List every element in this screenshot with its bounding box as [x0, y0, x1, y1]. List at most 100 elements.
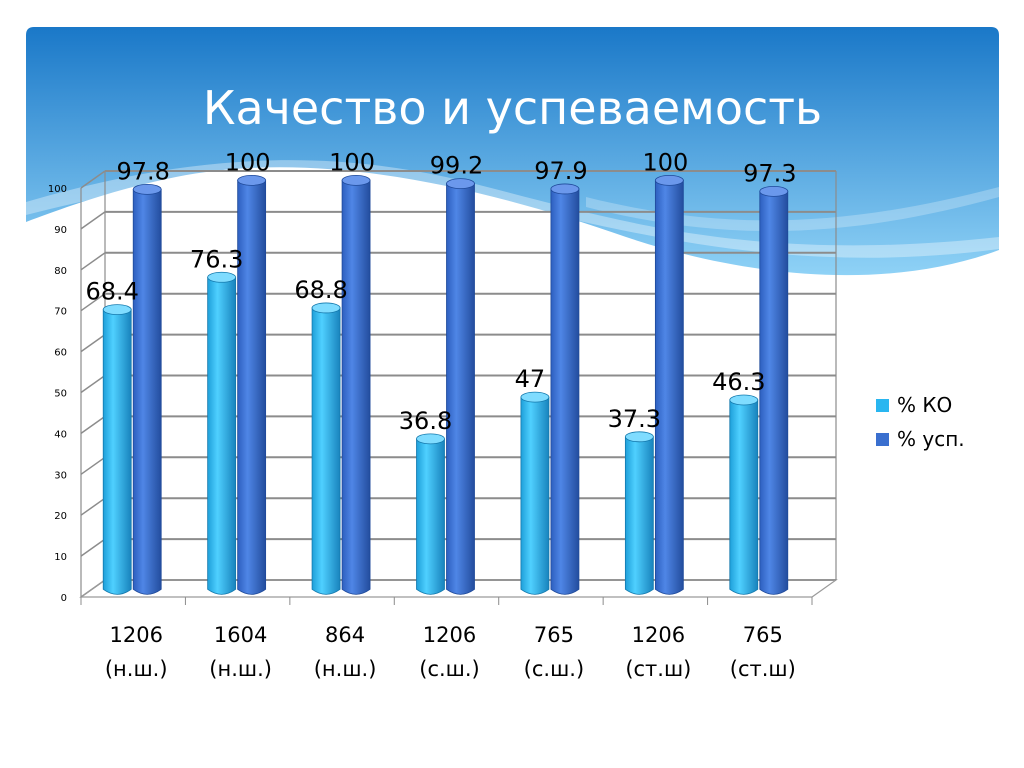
data-label: 97.8 [116, 157, 169, 185]
bar-usp-top [132, 183, 162, 195]
legend-swatch-usp [876, 432, 889, 446]
bar-usp [654, 174, 684, 595]
bar-ko-top [416, 433, 445, 445]
data-label: 97.9 [534, 157, 587, 185]
gridline-side [80, 374, 106, 394]
bar-usp-top [550, 183, 580, 195]
bar-ko-top [102, 304, 132, 315]
gridline-side [80, 293, 106, 312]
gridline-side [80, 415, 106, 435]
x-tick-label: 765 [743, 623, 783, 647]
x-tick-label: (ст.ш) [625, 657, 691, 681]
bar-usp-body [654, 179, 684, 595]
gridline-side [80, 456, 106, 475]
y-tick-label: 100 [48, 184, 67, 195]
data-label: 97.3 [743, 159, 796, 187]
legend-item-usp: % усп. [876, 422, 965, 456]
data-label: 100 [329, 148, 375, 176]
bar-ko [624, 431, 654, 595]
legend-swatch-ko [876, 398, 889, 412]
bar-usp [550, 183, 580, 595]
bar-ko-top [624, 431, 654, 443]
bar-ko-top [311, 302, 341, 314]
x-tick-label: 1604 [214, 623, 267, 647]
y-tick-label: 30 [54, 470, 67, 481]
data-label: 47 [515, 365, 546, 393]
bar-ko-body [729, 399, 759, 595]
bar-usp [237, 174, 267, 595]
bar-ko-top [729, 394, 759, 406]
bar-ko-body [102, 309, 132, 595]
bar-usp [446, 178, 475, 595]
bar-ko [416, 433, 445, 595]
bar-ko-top [207, 271, 237, 283]
data-label: 76.3 [190, 245, 243, 273]
data-label: 100 [642, 148, 688, 176]
x-tick-label: (с.ш.) [524, 657, 585, 681]
data-label: 68.4 [85, 278, 138, 306]
bar-usp [341, 174, 371, 595]
y-tick-label: 80 [54, 266, 67, 277]
x-tick-label: 1206 [423, 623, 476, 647]
x-tick-label: 1206 [109, 623, 162, 647]
gridline-side [80, 211, 106, 230]
y-tick-label: 0 [61, 593, 67, 604]
data-labels: 68.4 97.8 76.3 100 68.8 100 36.8 99.2 47 97.9 37.3… [85, 148, 796, 434]
x-tick-label: (н.ш.) [314, 657, 377, 681]
gridline-side [80, 497, 106, 516]
data-label: 36.8 [399, 407, 452, 435]
bar-ko-body [416, 438, 445, 595]
title-banner [26, 27, 999, 276]
y-tick-label: 70 [54, 307, 67, 318]
x-tick-label: 765 [534, 623, 574, 647]
y-tick-label: 10 [54, 552, 67, 563]
bar-ko [311, 302, 341, 595]
legend-label-ko: % КО [897, 393, 953, 417]
bar-ko-body [311, 307, 341, 595]
data-label: 46.3 [712, 368, 765, 396]
bar-usp [759, 185, 789, 595]
y-tick-label: 50 [54, 389, 67, 400]
gridline-side [80, 170, 106, 189]
legend: % КО % усп. [876, 388, 965, 456]
x-tick-label: (с.ш.) [419, 657, 480, 681]
bar-ko [520, 391, 550, 595]
bar-usp-body [341, 179, 371, 595]
bar-usp-body [759, 190, 789, 595]
bar-ko [207, 271, 237, 595]
bar-usp-top [237, 174, 267, 186]
bar-ko-body [624, 436, 654, 595]
gridline-side [80, 538, 106, 557]
x-tick-label: 864 [325, 623, 365, 647]
y-tick-label: 20 [54, 511, 67, 522]
y-tick-label: 60 [54, 348, 67, 359]
bars [102, 174, 789, 595]
x-tick-label: (н.ш.) [105, 657, 168, 681]
bar-usp-body [446, 183, 475, 595]
data-label: 99.2 [430, 152, 483, 180]
bar-ko-body [520, 396, 550, 595]
x-tick-label: (ст.ш) [730, 657, 796, 681]
slide-title: Качество и успеваемость [202, 81, 823, 135]
bar-ko [729, 394, 759, 595]
legend-item-ko: % КО [876, 388, 965, 422]
bar-usp-body [237, 179, 267, 595]
bar-usp-top [654, 174, 684, 186]
bar-usp [132, 183, 162, 595]
axes: 0 10 20 30 40 50 60 70 80 90 100 1206 (н.ш.) 1604 (н.ш… [48, 171, 838, 681]
data-label: 37.3 [608, 405, 661, 433]
bar-ko-top [520, 391, 550, 403]
gridline-side [80, 333, 106, 353]
y-tick-label: 90 [54, 225, 67, 236]
gridline-side [80, 252, 106, 271]
legend-label-usp: % усп. [897, 427, 965, 451]
bar-usp-body [132, 188, 162, 595]
y-tick-label: 40 [54, 429, 67, 440]
bar-ko-body [207, 276, 237, 595]
x-tick-label: 1206 [632, 623, 685, 647]
bar-usp-body [550, 188, 580, 595]
bar-ko [102, 304, 132, 595]
data-label: 100 [225, 148, 271, 176]
